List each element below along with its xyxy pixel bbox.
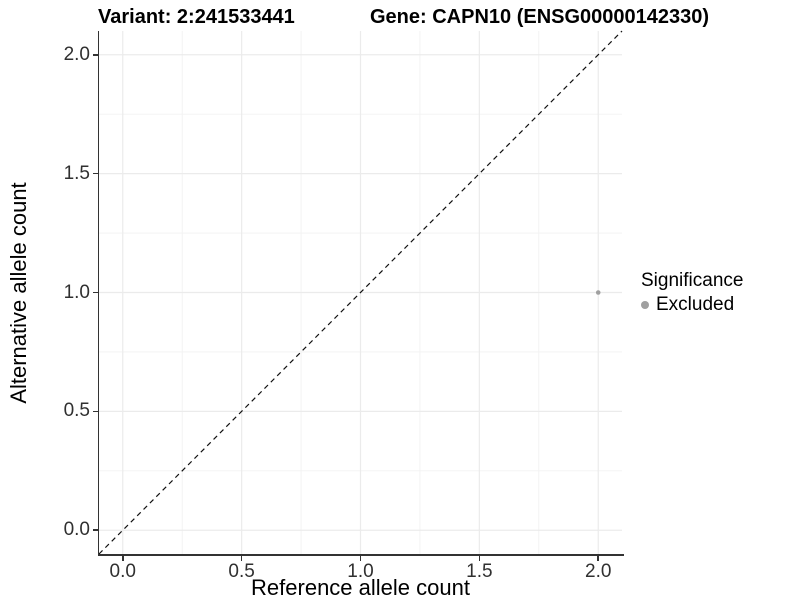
- identity-dashed-line: [98, 30, 623, 555]
- legend: Significance Excluded: [641, 269, 743, 316]
- panel-canvas: [98, 30, 623, 555]
- legend-item-label: Excluded: [656, 294, 735, 315]
- x-tick-label: 2.0: [585, 561, 612, 582]
- plot-panel: [98, 30, 623, 555]
- x-tick-label: 0.0: [109, 561, 136, 582]
- data-point: [595, 290, 601, 295]
- y-tick-label: 0.0: [63, 519, 90, 541]
- y-tick-mark: [92, 410, 98, 413]
- y-axis-title: Alternative allele count: [6, 182, 31, 404]
- y-tick-mark: [92, 529, 98, 531]
- x-tick-mark: [359, 555, 362, 561]
- plot-title-gene: Gene: CAPN10 (ENSG00000142330): [370, 6, 710, 28]
- y-tick-label: 0.5: [63, 400, 90, 422]
- y-axis-line: [97, 31, 99, 556]
- y-tick-label: 1.5: [63, 162, 90, 184]
- x-tick-mark: [240, 555, 243, 561]
- legend-key-dot-icon: [641, 301, 649, 309]
- y-tick-mark: [92, 54, 98, 56]
- y-tick-label: 2.0: [63, 43, 90, 65]
- y-tick-mark: [92, 291, 98, 294]
- x-axis-title: Reference allele count: [251, 575, 470, 600]
- x-tick-mark: [597, 555, 599, 561]
- x-tick-mark: [122, 555, 124, 561]
- legend-title: Significance: [641, 270, 744, 291]
- y-tick-mark: [92, 172, 98, 175]
- plot-title-variant: Variant: 2:241533441: [98, 6, 295, 28]
- x-tick-mark: [478, 555, 481, 561]
- x-axis-line: [97, 554, 624, 556]
- x-tick-label: 0.5: [228, 561, 255, 582]
- legend-item: Excluded: [641, 294, 743, 316]
- x-tick-label: 1.0: [347, 561, 374, 582]
- legend-items: Excluded: [641, 294, 743, 316]
- y-tick-label: 1.0: [63, 281, 90, 303]
- x-tick-label: 1.5: [466, 561, 493, 582]
